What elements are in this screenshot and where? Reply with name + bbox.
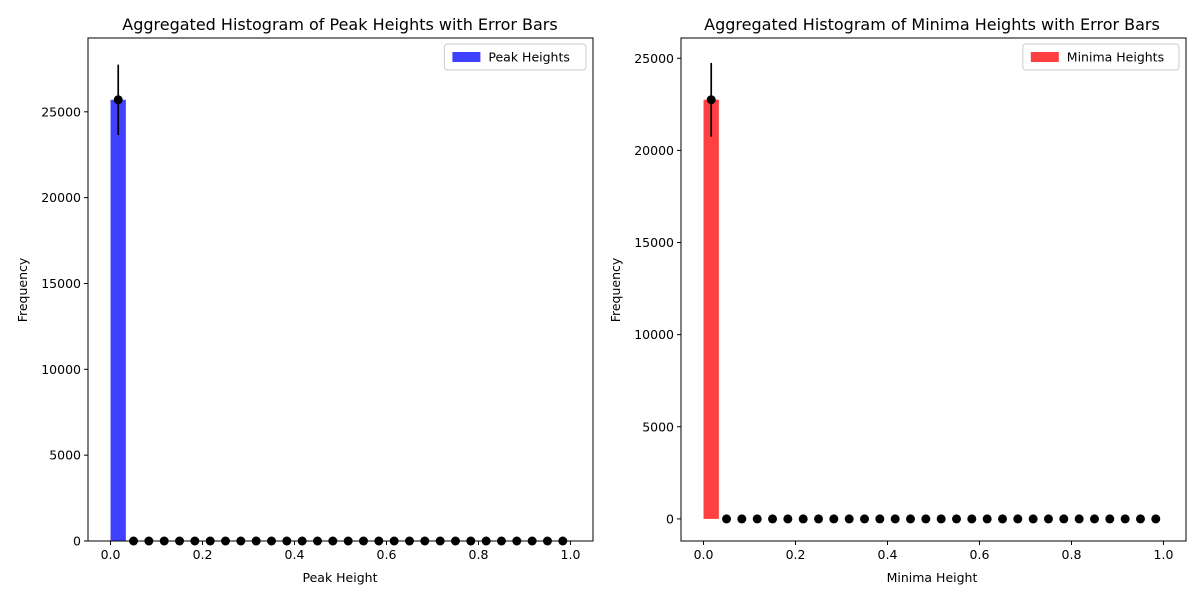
y-tick-label: 0 [666, 511, 674, 526]
minima-heights-chart: Aggregated Histogram of Minima Heights w… [608, 15, 1187, 585]
y-tick-label: 5000 [49, 448, 81, 463]
plot-area [88, 38, 593, 541]
data-point [890, 514, 900, 524]
histogram-bar [110, 99, 126, 541]
x-tick-label: 1.0 [561, 547, 581, 562]
x-axis-label: Peak Height [303, 570, 378, 585]
y-axis-label: Frequency [608, 257, 623, 322]
legend-swatch [1030, 52, 1059, 62]
data-point [921, 514, 931, 524]
x-tick-label: 0.6 [970, 547, 990, 562]
data-point [906, 514, 916, 524]
data-point [1120, 514, 1130, 524]
x-tick-label: 0.0 [101, 547, 121, 562]
peak-heights-chart: Aggregated Histogram of Peak Heights wit… [15, 15, 594, 585]
y-tick-label: 15000 [41, 276, 81, 291]
x-axis-label: Minima Height [887, 570, 978, 585]
x-tick-label: 0.8 [1062, 547, 1082, 562]
data-point [1043, 514, 1053, 524]
y-tick-label: 20000 [41, 190, 81, 205]
x-tick-label: 0.8 [469, 547, 489, 562]
y-tick-label: 15000 [634, 235, 674, 250]
data-point [783, 514, 793, 524]
data-point [860, 514, 870, 524]
x-tick-label: 0.4 [878, 547, 898, 562]
x-tick-label: 0.2 [786, 547, 806, 562]
x-tick-label: 0.4 [285, 547, 305, 562]
data-point [737, 514, 747, 524]
data-point [844, 514, 854, 524]
x-tick-label: 1.0 [1154, 547, 1174, 562]
data-point [1135, 514, 1145, 524]
y-tick-label: 25000 [634, 51, 674, 66]
x-tick-label: 0.0 [694, 547, 714, 562]
x-tick-label: 0.6 [377, 547, 397, 562]
data-point [752, 514, 762, 524]
data-point [967, 514, 977, 524]
y-tick-label: 10000 [634, 327, 674, 342]
data-point [706, 95, 716, 105]
y-tick-label: 0 [73, 534, 81, 549]
plot-area [681, 38, 1186, 541]
data-point [936, 514, 946, 524]
data-point [798, 514, 808, 524]
data-point [1074, 514, 1084, 524]
data-point [829, 514, 839, 524]
data-point [875, 514, 885, 524]
data-point [982, 514, 992, 524]
legend-label: Minima Heights [1067, 50, 1164, 65]
x-tick-label: 0.2 [193, 547, 213, 562]
y-tick-label: 20000 [634, 143, 674, 158]
y-axis-label: Frequency [15, 257, 30, 322]
y-tick-label: 25000 [41, 104, 81, 119]
data-point [1151, 514, 1161, 524]
data-point [768, 514, 778, 524]
y-tick-label: 10000 [41, 362, 81, 377]
data-point [113, 95, 123, 105]
data-point [951, 514, 961, 524]
legend-box [443, 43, 587, 71]
legend-box [1022, 43, 1180, 71]
data-point [1089, 514, 1099, 524]
chart-title: Aggregated Histogram of Peak Heights wit… [122, 15, 557, 34]
data-point [1059, 514, 1069, 524]
data-point [814, 514, 824, 524]
legend-swatch [452, 52, 481, 62]
y-tick-label: 5000 [642, 419, 674, 434]
data-point [1105, 514, 1115, 524]
legend-label: Peak Heights [488, 50, 570, 65]
data-point [722, 514, 732, 524]
data-point [1028, 514, 1038, 524]
histogram-bar [703, 99, 719, 519]
data-point [1013, 514, 1023, 524]
axes-frame [87, 37, 594, 542]
axes-frame [680, 37, 1187, 542]
chart-title: Aggregated Histogram of Minima Heights w… [704, 15, 1160, 34]
data-point [997, 514, 1007, 524]
